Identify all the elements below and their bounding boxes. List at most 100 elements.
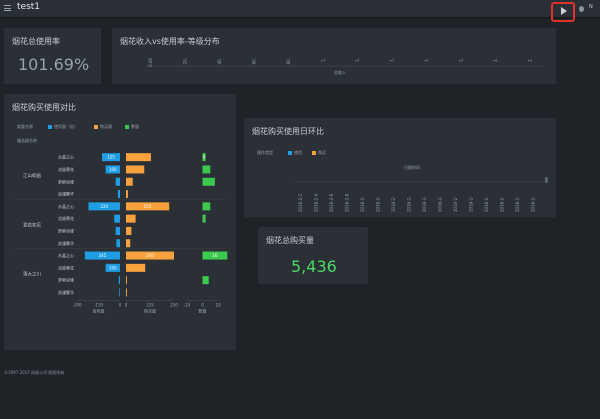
item-label: 浪漫繁华	[58, 191, 74, 197]
legend-label-purchase: 购买	[318, 150, 326, 155]
usage-bar	[115, 177, 120, 186]
usage-bar	[88, 202, 120, 211]
legend-swatch-count	[125, 125, 129, 129]
usage-bar	[115, 226, 120, 235]
count-bar	[202, 202, 211, 211]
usage-bar	[105, 263, 120, 272]
total-purchase-value: 5,436	[291, 257, 337, 276]
usage-bar	[102, 153, 120, 162]
play-button[interactable]	[551, 2, 575, 22]
x-tick-label: -10	[184, 303, 191, 308]
usage-data-label: 220	[100, 204, 108, 209]
x-tick-label: 0	[201, 303, 204, 308]
daily-chart-card: 烟花购买使用日环比 操作类型 使用 购买 日期时间 2016-2-2 2016-2…	[244, 118, 556, 217]
usage-rate-card: 烟花总使用率 101.69%	[4, 28, 101, 84]
count-bar	[202, 276, 209, 285]
usage-bar	[84, 251, 120, 260]
item-label: 梦醉良缘	[58, 227, 74, 233]
x-tick-label: 2016-2-	[376, 196, 381, 212]
x-tick-label: 0	[125, 303, 128, 308]
count-bar	[202, 165, 211, 174]
usage-data-label: 245	[99, 253, 107, 258]
user-avatar[interactable]: N	[589, 4, 593, 10]
x-tick-label: 2016-2-	[484, 196, 489, 212]
horizontal-scrollbar[interactable]	[545, 177, 548, 183]
top-bar: test1 N	[0, 0, 600, 22]
compare-chart-card: 烟花购买使用对比 度量名称 使用量（总） 购买量 数量 服务器名称 江山如画 水晶…	[4, 94, 236, 350]
purchase-bar	[126, 202, 170, 211]
daily-chart-axis: 2016-2-2 2016-2-4 2016-2-6 2016-2-8 2016-2- 2…	[294, 181, 548, 212]
server-label: 落大之川	[23, 271, 41, 278]
usage-bar	[118, 276, 120, 285]
server-label: 爱若初见	[23, 221, 41, 228]
usage-bar	[116, 239, 120, 248]
axis-title: 数量	[199, 308, 207, 314]
usage-data-label: 100	[109, 167, 117, 172]
x-tick-label: 1.	[424, 58, 429, 62]
legend-label-usage: 使用量（总）	[54, 124, 78, 129]
count-data-label: 0	[203, 155, 206, 160]
usage-bar	[105, 165, 120, 174]
x-tick-label: 2.	[493, 58, 498, 62]
item-label: 梦醉良缘	[58, 277, 74, 283]
card-title: 烟花购买使用日环比	[252, 127, 324, 136]
card-title: 烟花总购买量	[266, 236, 314, 245]
count-bar	[202, 177, 215, 186]
purchase-bar	[126, 288, 127, 297]
row-header: 服务器名称	[17, 138, 37, 143]
count-data-label: 16	[212, 253, 218, 258]
axis-title: 购买量	[144, 308, 156, 314]
usage-bar	[117, 190, 120, 199]
count-bar	[202, 153, 206, 162]
x-tick-label: 2016-2-	[453, 196, 458, 212]
usage-data-label: 100	[109, 265, 117, 270]
x-axis-label: 总收入	[334, 70, 346, 75]
hamburger-menu-icon[interactable]	[4, 5, 11, 11]
usage-data-label: 125	[107, 155, 115, 160]
legend-label-purchase: 购买量	[100, 124, 112, 129]
x-tick-label: 20.	[183, 58, 188, 64]
total-purchase-card: 烟花总购买量 5,436	[258, 227, 368, 284]
x-tick-label: 2016-2-	[438, 196, 443, 212]
card-title: 烟花总使用率	[12, 37, 60, 46]
axis-title: 使用量	[93, 308, 105, 314]
income-chart-card: 烟花收入vs使用率-等级分布 0.00 20. 40. 60. 80. 1. 1. 1. 1. 1…	[112, 28, 556, 84]
x-tick-label: 2016-2-	[531, 196, 536, 212]
x-tick-label: 250	[170, 303, 178, 308]
legend-label-usage: 使用	[294, 150, 302, 155]
purchase-bar	[126, 214, 136, 223]
x-tick-label: 2016-2-8	[345, 193, 350, 212]
item-label: 北极寒花	[58, 215, 74, 221]
x-tick-label: 1.	[321, 58, 326, 62]
x-tick-label: 2016-2-	[469, 196, 474, 212]
purchase-bar	[126, 239, 131, 248]
item-label: 水晶之心	[58, 252, 74, 258]
app-title: test1	[17, 2, 41, 12]
item-label: 北极寒花	[58, 264, 74, 270]
play-icon	[561, 7, 567, 15]
card-title: 烟花收入vs使用率-等级分布	[120, 37, 220, 46]
x-tick-label: -300	[72, 303, 82, 308]
x-tick-label: 2016-2-	[422, 196, 427, 212]
x-tick-label: 2016-2-6	[329, 193, 334, 212]
legend-swatch-purchase	[94, 125, 98, 129]
x-tick-label: 1.	[355, 58, 360, 62]
purchase-bar	[126, 190, 128, 199]
x-tick-label: 125	[146, 303, 154, 308]
legend-swatch-usage	[288, 151, 292, 155]
x-tick-label: -150	[94, 303, 104, 308]
x-axis-title: 日期时间	[404, 165, 420, 170]
item-label: 浪漫繁华	[58, 289, 74, 295]
item-label: 北极寒花	[58, 166, 74, 172]
x-tick-label: 2016-2-	[500, 196, 505, 212]
legend-swatch-purchase	[312, 151, 316, 155]
x-tick-label: 0	[119, 303, 122, 308]
legend-label-count: 数量	[131, 124, 139, 129]
item-label: 水晶之心	[58, 203, 74, 209]
moon-icon[interactable]	[579, 6, 584, 12]
income-chart-axis: 0.00 20. 40. 60. 80. 1. 1. 1. 1. 1. 2. 2.	[146, 58, 542, 67]
server-label: 江山如画	[23, 172, 41, 179]
purchase-bar	[126, 251, 174, 260]
x-tick-label: 2016-2-	[360, 196, 365, 212]
